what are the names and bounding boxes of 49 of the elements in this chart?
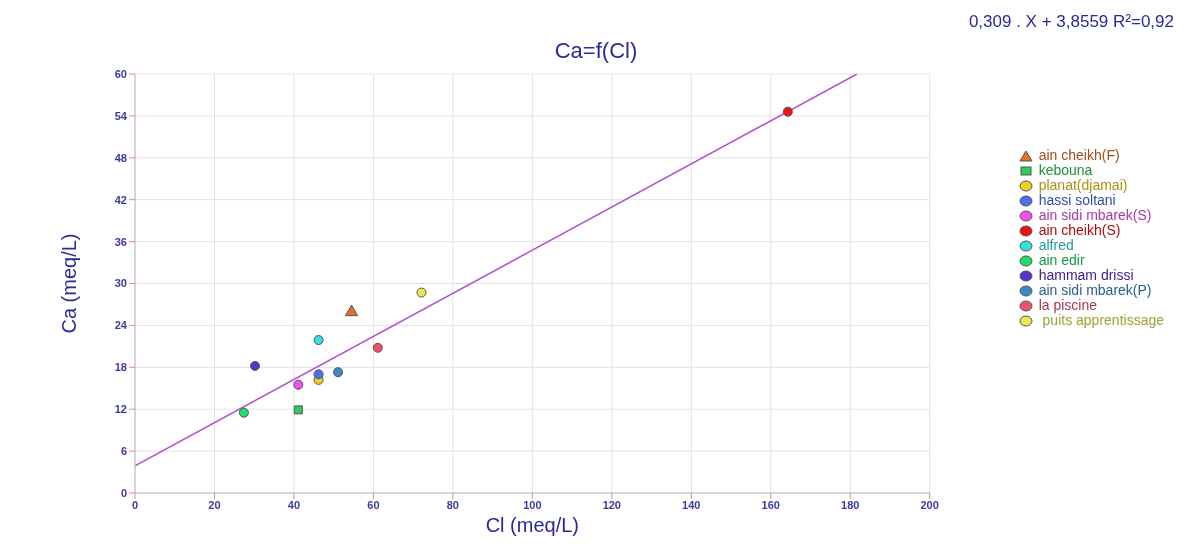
point xyxy=(293,379,304,390)
point xyxy=(238,407,249,418)
y-tick-label: 42 xyxy=(114,193,127,206)
legend-label: ain sidi mbarek(S) xyxy=(1038,207,1152,223)
y-tick-label: 36 xyxy=(114,235,127,248)
x-tick-label: 140 xyxy=(682,498,701,511)
point xyxy=(313,335,324,346)
legend-label: alfred xyxy=(1038,237,1074,253)
point xyxy=(344,304,359,317)
legend-label: la piscine xyxy=(1038,297,1098,313)
x-tick-label: 80 xyxy=(446,498,459,511)
point xyxy=(313,369,324,380)
x-tick-label: 200 xyxy=(920,498,939,511)
y-tick-label: 30 xyxy=(114,277,127,290)
y-tick-label: 24 xyxy=(114,319,128,332)
y-axis-title: Ca (meq/L) xyxy=(58,233,81,334)
text: 0,309 . X + 3,8559 R²=0,92 xyxy=(968,12,1174,32)
point xyxy=(372,342,383,353)
point xyxy=(249,360,261,371)
point xyxy=(782,106,793,117)
x-tick-label: 100 xyxy=(523,498,542,511)
legend-label: kebouna xyxy=(1038,162,1093,178)
x-axis-title: Cl (meq/L) xyxy=(485,514,580,536)
x-tick-label: 120 xyxy=(602,498,621,511)
chart-title: Ca=f(Cl) xyxy=(553,38,639,64)
legend-label: ain edir xyxy=(1038,252,1085,268)
y-tick-label: 48 xyxy=(114,151,127,164)
legend-label: ain cheikh(F) xyxy=(1038,147,1120,163)
x-tick-label: 20 xyxy=(208,498,221,511)
y-tick-label: 54 xyxy=(114,109,128,122)
point xyxy=(416,287,427,298)
x-tick-label: 40 xyxy=(287,498,301,511)
legend-label: hammam drissi xyxy=(1038,267,1134,283)
legend-label: ain sidi mbarek(P) xyxy=(1038,282,1152,298)
y-tick-label: 18 xyxy=(114,361,127,374)
x-tick-label: 160 xyxy=(761,498,780,511)
y-tick-label: 12 xyxy=(114,403,127,416)
legend-label: hassi soltani xyxy=(1038,192,1116,208)
legend-label: ain cheikh(S) xyxy=(1038,222,1121,238)
legend-label: planat(djamai) xyxy=(1038,177,1128,193)
y-tick-label: 6 xyxy=(120,445,127,458)
legend-label: puits apprentissage xyxy=(1041,312,1164,328)
x-tick-label: 60 xyxy=(367,498,380,511)
point xyxy=(293,405,303,415)
x-tick-label: 0 xyxy=(131,498,139,511)
y-tick-label: 60 xyxy=(114,67,127,80)
x-tick-label: 180 xyxy=(841,498,860,511)
point xyxy=(333,367,344,378)
y-tick-label: 0 xyxy=(120,486,127,499)
